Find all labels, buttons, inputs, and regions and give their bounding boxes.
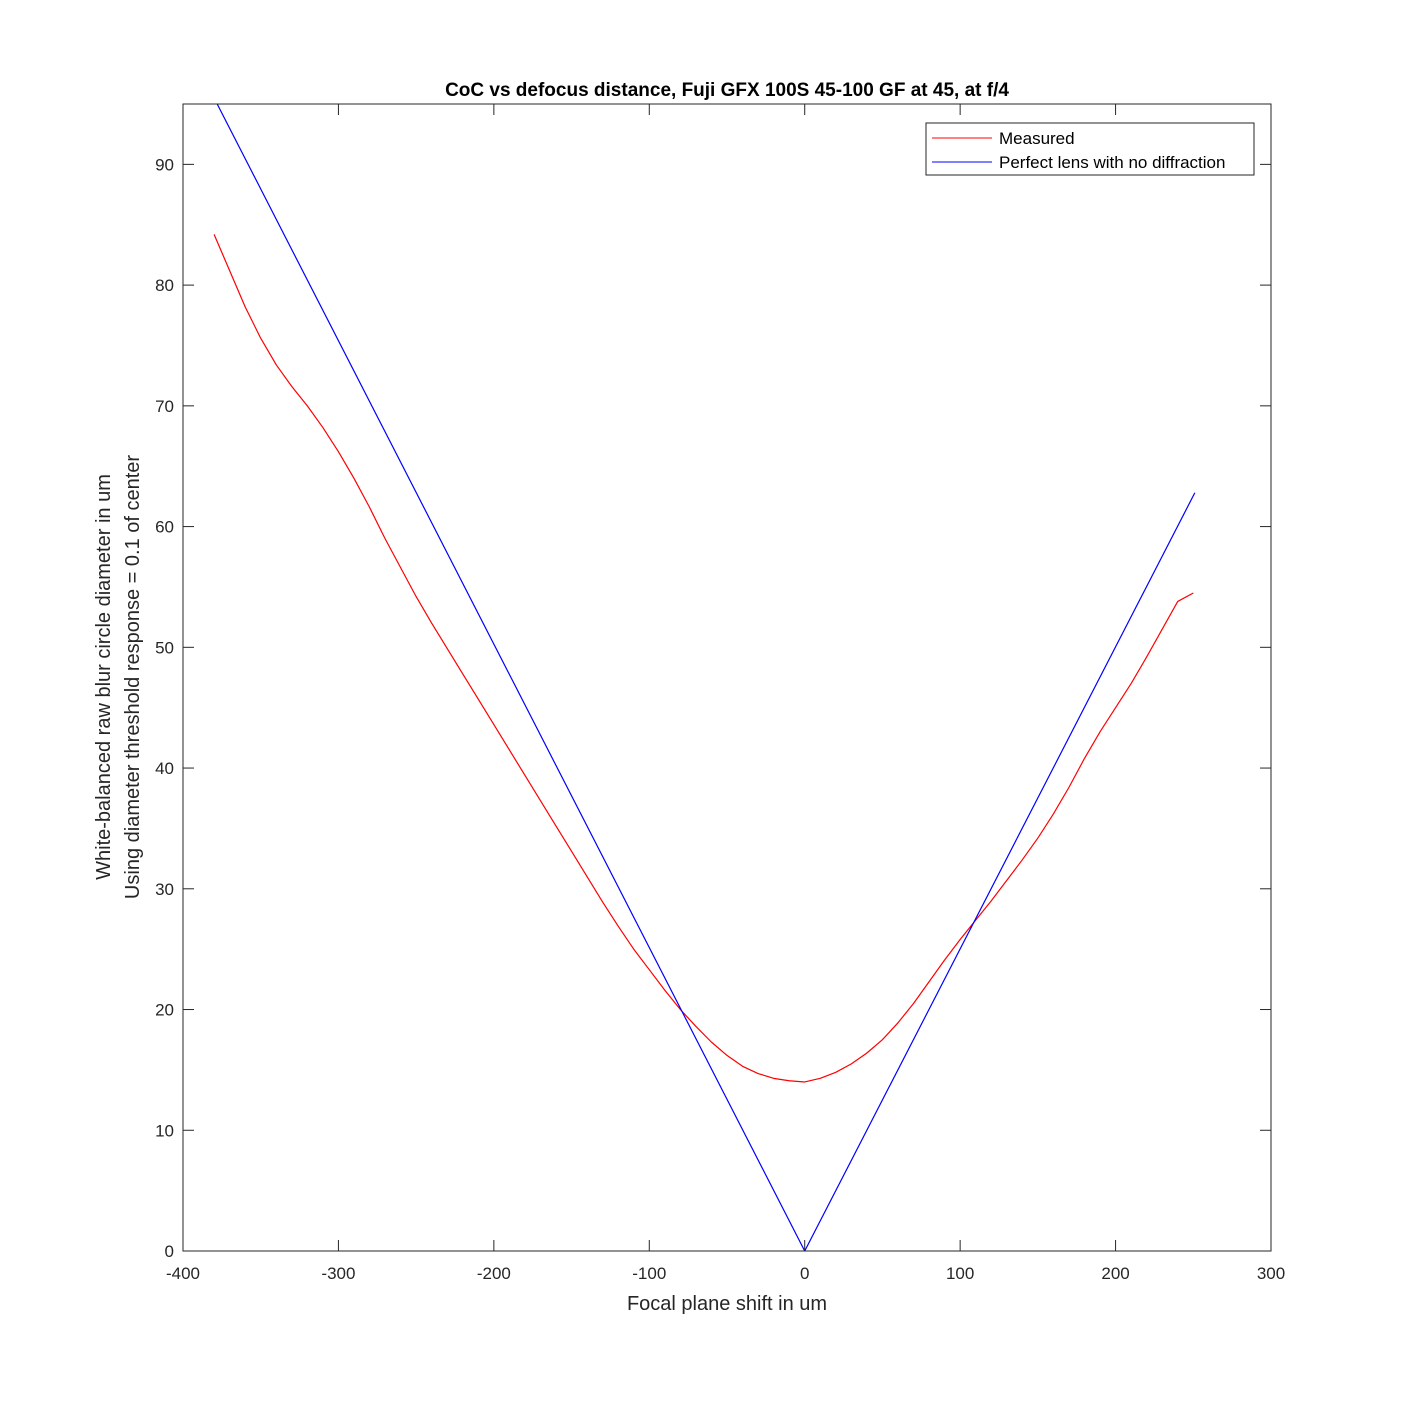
series-line-perfect-lens [216, 104, 1196, 1251]
y-tick-label: 80 [155, 276, 174, 295]
y-axis-label-group: White-balanced raw blur circle diameter … [93, 455, 144, 899]
axes-box [182, 103, 1272, 1252]
y-axis-label-line-1: White-balanced raw blur circle diameter … [93, 474, 115, 880]
x-tick-label: -400 [166, 1264, 200, 1283]
y-tick-label: 50 [155, 638, 174, 657]
axis-ticks [182, 104, 1272, 1252]
legend-box [925, 122, 1255, 176]
series-layer [213, 104, 1196, 1251]
y-tick-label: 30 [155, 880, 174, 899]
legend-label-perfect-lens: Perfect lens with no diffraction [999, 153, 1225, 172]
x-tick-label: -300 [321, 1264, 355, 1283]
x-tick-label: 300 [1257, 1264, 1285, 1283]
y-axis-label-line-2: Using diameter threshold response = 0.1 … [122, 455, 144, 899]
x-tick-label: 100 [946, 1264, 974, 1283]
x-tick-label: -100 [632, 1264, 666, 1283]
series-line-measured [213, 234, 1194, 1083]
y-tick-label: 90 [155, 155, 174, 174]
y-tick-label: 40 [155, 759, 174, 778]
y-tick-label: 0 [165, 1242, 174, 1261]
legend[interactable]: Measured Perfect lens with no diffractio… [925, 122, 1255, 176]
y-tick-label: 20 [155, 1001, 174, 1020]
chart-title: CoC vs defocus distance, Fuji GFX 100S 4… [445, 80, 1009, 101]
plot-area [183, 104, 1271, 1251]
x-tick-label: -200 [477, 1264, 511, 1283]
x-axis-label: Focal plane shift in um [627, 1293, 827, 1315]
y-tick-label: 10 [155, 1121, 174, 1140]
x-tick-label: 200 [1101, 1264, 1129, 1283]
legend-label-measured: Measured [999, 129, 1075, 148]
x-tick-label: 0 [800, 1264, 809, 1283]
y-tick-label: 60 [155, 518, 174, 537]
y-tick-label: 70 [155, 397, 174, 416]
tick-labels: -400 -300 -200 -100 0 100 200 300 0 10 20 30 40 50 60 7… [155, 155, 1285, 1283]
